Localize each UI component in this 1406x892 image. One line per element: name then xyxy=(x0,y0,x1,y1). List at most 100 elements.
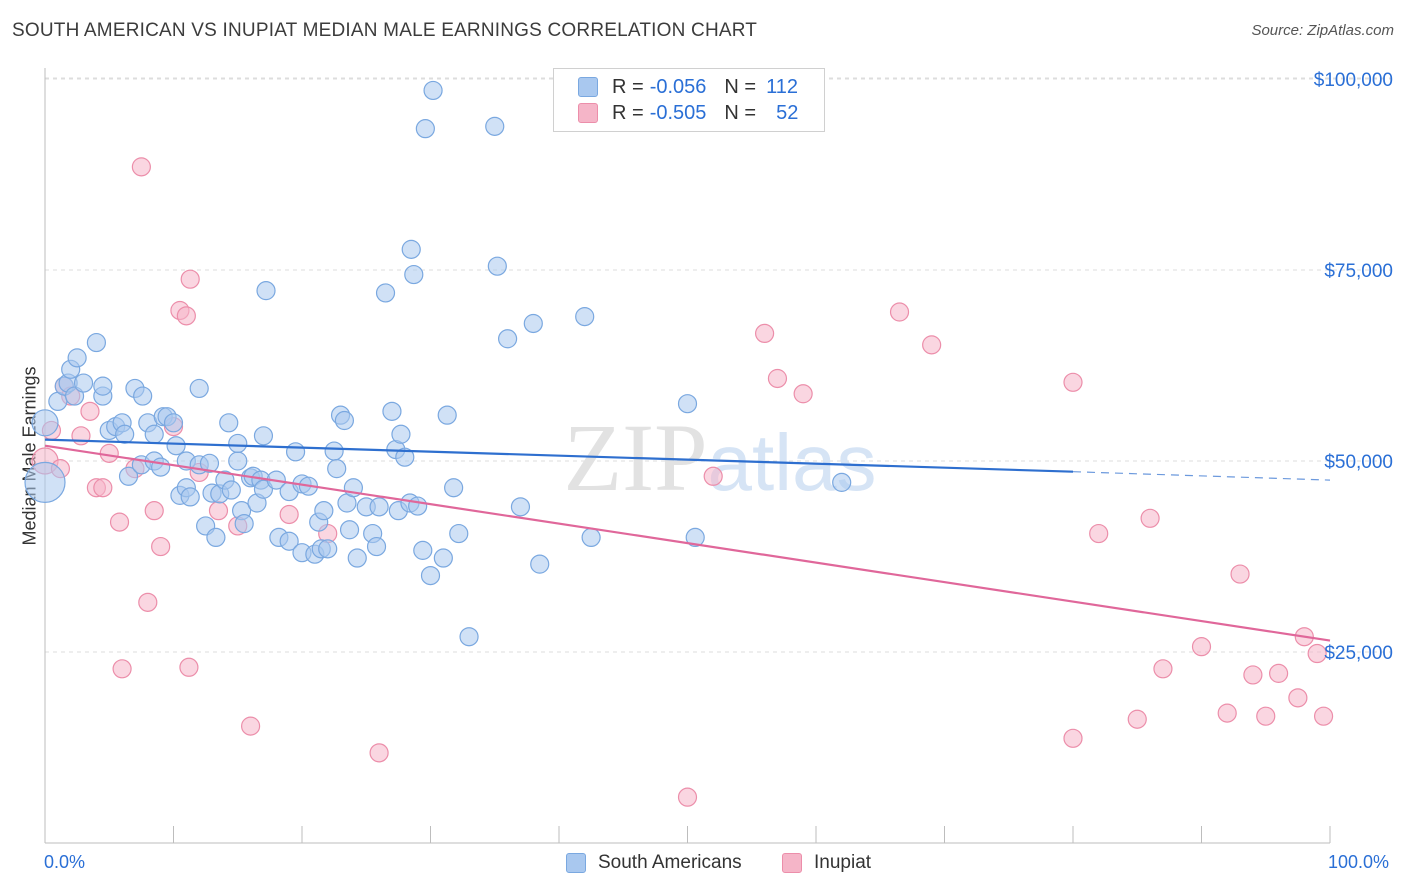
south-americans-point xyxy=(67,348,87,368)
inupiat-point xyxy=(1063,728,1083,748)
inupiat-point xyxy=(1140,508,1160,528)
south-americans-point xyxy=(575,307,595,327)
south-americans-point xyxy=(86,332,107,353)
y-tick-label: $50,000 xyxy=(1324,452,1393,473)
legend-n-label: N = xyxy=(724,101,757,124)
inupiat-point xyxy=(1217,703,1237,723)
bottom-legend-south-americans: South Americans xyxy=(566,852,742,874)
gridlines xyxy=(45,77,1392,653)
correlation-legend: R = -0.056 N = 112 R = -0.505 N = 52 xyxy=(553,68,825,132)
inupiat-point xyxy=(151,536,171,557)
inupiat-point xyxy=(1089,523,1109,544)
inupiat-point xyxy=(677,787,698,807)
inupiat-point xyxy=(1307,643,1327,664)
south-americans-point xyxy=(166,436,186,456)
x-tick-label-max: 100.0% xyxy=(1328,852,1390,872)
pink-swatch xyxy=(578,103,598,123)
blue-legend-swatch xyxy=(566,853,586,873)
y-tick-label: $100,000 xyxy=(1314,70,1393,91)
south-americans-point xyxy=(234,514,254,534)
south-americans-point xyxy=(285,442,306,462)
south-americans-point xyxy=(228,451,248,471)
legend-r-value: -0.056 xyxy=(649,75,707,98)
inupiat-point xyxy=(1243,665,1263,685)
inupiat-point xyxy=(144,501,164,521)
south-americans-point xyxy=(206,527,226,548)
y-tick-label: $75,000 xyxy=(1324,261,1393,282)
south-americans-point xyxy=(180,487,200,507)
south-americans-point xyxy=(366,536,387,557)
legend-n-value: 52 xyxy=(776,101,799,124)
south-americans-point xyxy=(318,539,338,559)
inupiat-point xyxy=(889,302,910,322)
south-americans-point xyxy=(314,501,334,521)
pink-legend-swatch xyxy=(782,853,802,873)
south-americans-point xyxy=(279,531,299,551)
inupiat-point xyxy=(1288,688,1308,708)
south-americans-point xyxy=(459,627,479,647)
south-americans-point xyxy=(395,447,415,467)
south-americans-point xyxy=(423,80,443,101)
chart-source: Source: ZipAtlas.com xyxy=(1251,22,1394,39)
south-americans-point xyxy=(449,523,469,544)
inupiat-point xyxy=(1313,706,1334,726)
south-americans-point xyxy=(433,548,453,568)
south-americans-point xyxy=(485,116,505,136)
inupiat-point xyxy=(180,269,200,289)
inupiat-point xyxy=(176,306,196,326)
south-americans-point xyxy=(581,527,601,548)
south-americans-point xyxy=(31,409,59,437)
inupiat-point xyxy=(1063,372,1083,392)
south-americans-point xyxy=(391,424,411,444)
south-americans-point xyxy=(93,376,113,396)
south-americans-point xyxy=(530,554,550,574)
south-americans-point xyxy=(324,441,344,461)
inupiat-point xyxy=(138,592,158,612)
chart-title: SOUTH AMERICAN VS INUPIAT MEDIAN MALE EA… xyxy=(12,20,758,41)
south-americans-point xyxy=(401,239,421,259)
x-tick-label-min: 0.0% xyxy=(44,852,86,872)
inupiat-point xyxy=(93,478,113,498)
south-americans-point xyxy=(413,540,433,560)
inupiat-point xyxy=(80,401,100,421)
trendlines xyxy=(44,438,1331,642)
south-americans-trendline xyxy=(44,438,1074,473)
inupiat-point xyxy=(793,384,813,404)
inupiat-point xyxy=(369,743,389,763)
south-americans-point xyxy=(163,413,184,433)
inupiat-point xyxy=(754,323,775,344)
inupiat-point xyxy=(922,335,942,355)
south-americans-point xyxy=(382,401,402,421)
legend-n-value: 112 xyxy=(766,75,798,98)
south-americans-point xyxy=(256,281,276,301)
legend-n-label: N = xyxy=(724,75,757,98)
south-americans-point xyxy=(73,373,94,393)
south-americans-point xyxy=(24,461,66,503)
inupiat-point xyxy=(767,368,788,389)
legend-r-value: -0.505 xyxy=(649,101,707,124)
south-americans-point xyxy=(437,405,457,425)
inupiat-point xyxy=(179,657,199,677)
series-name-south-americans: South Americans xyxy=(598,852,742,873)
south-americans-point xyxy=(487,256,507,276)
inupiat-point xyxy=(71,426,91,446)
south-americans-point xyxy=(498,329,518,349)
south-americans-point xyxy=(420,565,441,586)
legend-r-label: R = xyxy=(612,101,644,124)
south-americans-point xyxy=(369,497,389,517)
legend-row-inupiat: R = -0.505 N = 52 xyxy=(578,101,798,125)
south-americans-point xyxy=(64,386,85,406)
south-americans-point xyxy=(228,433,248,454)
inupiat-point xyxy=(109,512,130,532)
south-americans-point xyxy=(115,424,135,444)
south-americans-point xyxy=(151,457,171,477)
south-americans-point xyxy=(510,497,531,517)
inupiat-point xyxy=(131,157,151,177)
inupiat-point xyxy=(1127,709,1147,729)
south-americans-point xyxy=(523,313,543,334)
inupiat-point xyxy=(703,466,723,486)
south-americans-point xyxy=(221,480,241,500)
south-americans-point xyxy=(253,426,274,446)
inupiat-point xyxy=(1256,706,1276,726)
